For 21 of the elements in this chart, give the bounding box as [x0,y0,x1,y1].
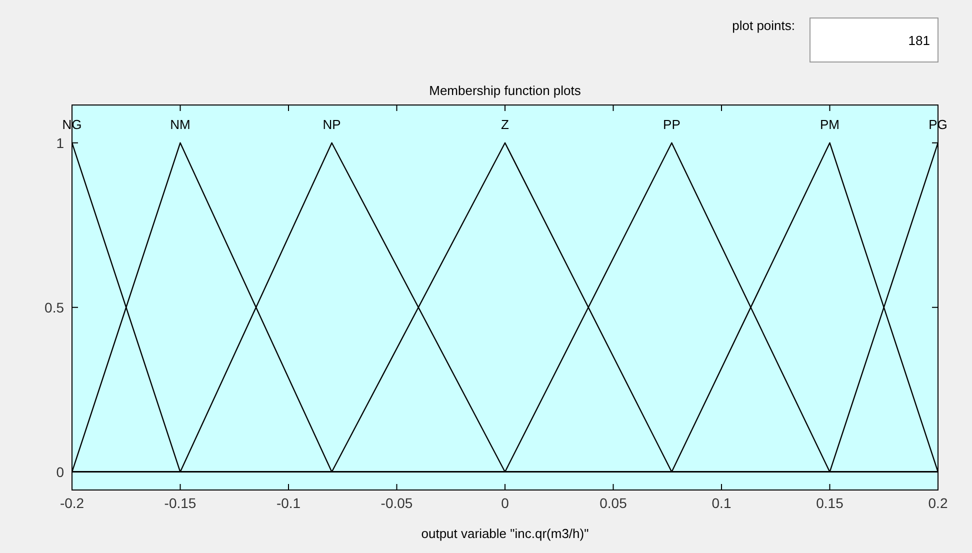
x-tick-label: 0 [501,495,510,511]
y-tick-label: 0.5 [44,299,64,316]
x-tick-label: -0.05 [380,495,413,511]
series-label: PP [663,117,680,132]
x-tick-label: 0.2 [928,495,948,511]
x-tick-label: 0.05 [600,495,628,511]
x-tick-label: -0.15 [164,495,196,511]
legend-label: NM [170,117,190,132]
text: plot points: [732,18,795,33]
legend-label: PM [820,117,840,132]
x-axis-title: output variable "inc.qr(m3/h)" [421,526,590,541]
legend-label: Z [501,117,510,132]
x-tick-label: -0.2 [60,495,84,511]
x-tick-label: 0.15 [816,495,844,511]
chart-title: Membership function plots [429,83,582,98]
y-tick-label: 0 [56,464,64,480]
y-tick-label: 1 [56,134,64,151]
text: 181 [908,33,930,48]
series-label: NP [322,117,341,132]
x-tick-label: -0.1 [276,495,301,511]
x-tick-label: 0.1 [712,495,732,511]
